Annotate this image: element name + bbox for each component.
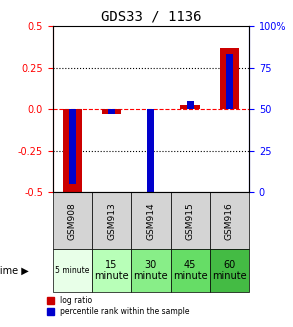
FancyBboxPatch shape bbox=[171, 249, 210, 292]
Bar bbox=[147, 109, 154, 192]
FancyBboxPatch shape bbox=[210, 192, 249, 249]
Bar bbox=[220, 48, 239, 109]
Text: GSM916: GSM916 bbox=[225, 202, 234, 240]
FancyBboxPatch shape bbox=[210, 249, 249, 292]
Bar bbox=[102, 109, 121, 114]
Bar bbox=[63, 109, 82, 192]
Text: 5 minute: 5 minute bbox=[55, 266, 90, 275]
Text: 15
minute: 15 minute bbox=[94, 260, 129, 282]
Text: 30
minute: 30 minute bbox=[134, 260, 168, 282]
Bar bbox=[180, 105, 200, 109]
Text: 45
minute: 45 minute bbox=[173, 260, 207, 282]
Bar bbox=[69, 109, 76, 184]
Bar bbox=[226, 54, 233, 109]
FancyBboxPatch shape bbox=[131, 192, 171, 249]
Bar bbox=[108, 109, 115, 114]
Bar bbox=[187, 101, 194, 109]
Text: 60
minute: 60 minute bbox=[212, 260, 247, 282]
FancyBboxPatch shape bbox=[131, 249, 171, 292]
Text: GSM915: GSM915 bbox=[186, 202, 195, 240]
Text: GSM908: GSM908 bbox=[68, 202, 77, 240]
FancyBboxPatch shape bbox=[53, 249, 92, 292]
FancyBboxPatch shape bbox=[171, 192, 210, 249]
Text: GSM914: GSM914 bbox=[146, 202, 155, 240]
FancyBboxPatch shape bbox=[53, 192, 92, 249]
Legend: log ratio, percentile rank within the sample: log ratio, percentile rank within the sa… bbox=[47, 296, 190, 316]
FancyBboxPatch shape bbox=[92, 192, 131, 249]
Text: time ▶: time ▶ bbox=[0, 266, 29, 276]
FancyBboxPatch shape bbox=[92, 249, 131, 292]
Title: GDS33 / 1136: GDS33 / 1136 bbox=[100, 9, 201, 24]
Text: GSM913: GSM913 bbox=[107, 202, 116, 240]
